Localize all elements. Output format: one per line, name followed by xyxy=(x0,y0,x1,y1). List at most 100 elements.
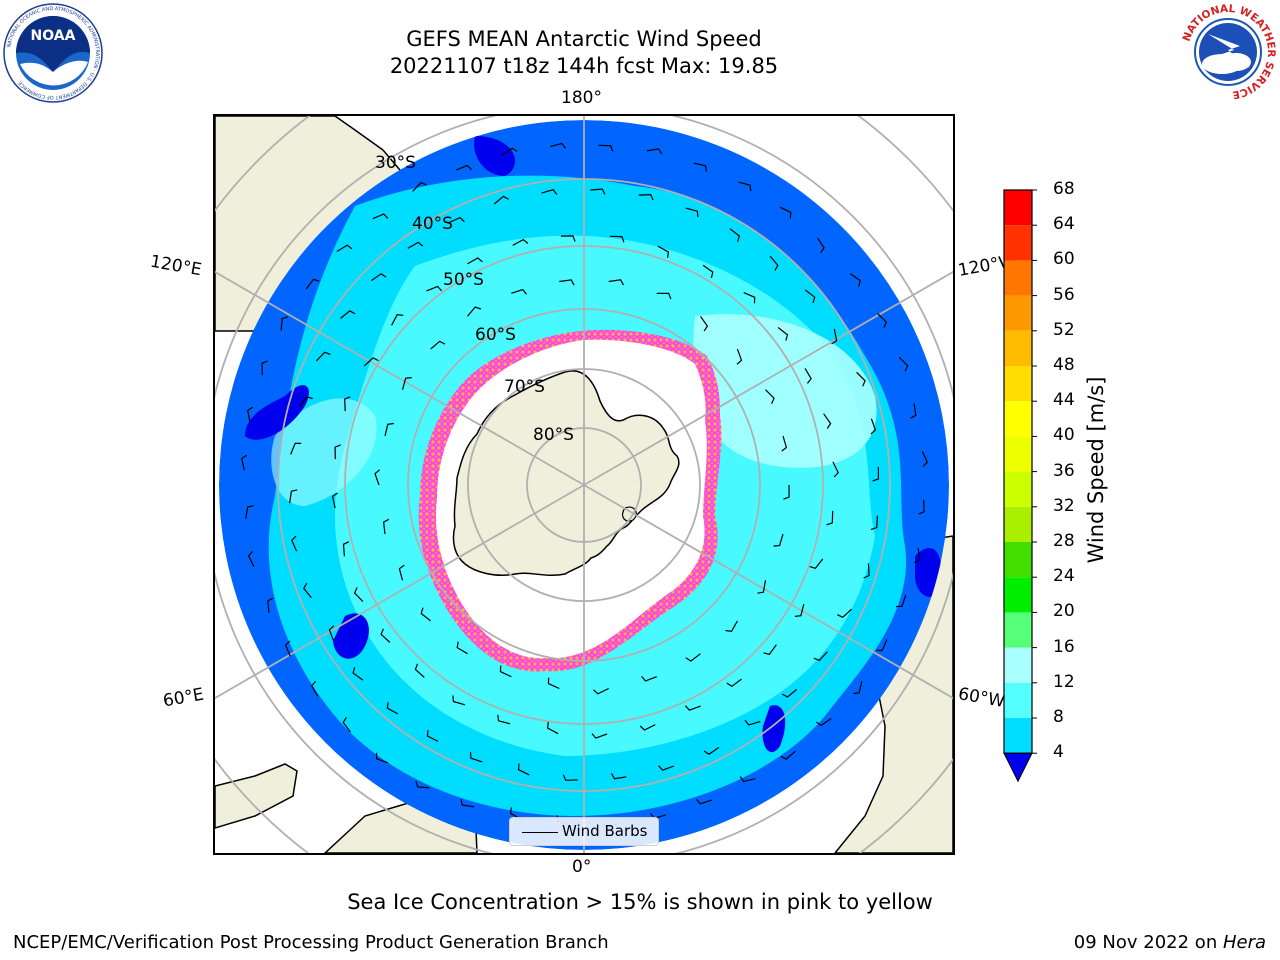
wind-barb xyxy=(284,640,291,657)
wind-barb xyxy=(918,499,925,515)
wind-barb xyxy=(493,195,509,205)
wind-barb xyxy=(703,746,720,756)
wind-barb xyxy=(291,535,298,552)
colorbar-segment xyxy=(1004,295,1032,331)
wind-barb xyxy=(777,327,789,341)
colorbar-tick-label: 56 xyxy=(1053,284,1075,305)
wind-barb xyxy=(547,677,560,690)
colorbar-underflow xyxy=(1003,752,1033,783)
colorbar-segment xyxy=(1004,190,1032,226)
lon-label-120e: 120°E xyxy=(148,251,204,281)
wind-barb xyxy=(241,454,248,471)
wind-barbs xyxy=(241,142,929,829)
meridian-line xyxy=(215,270,585,486)
wind-barb xyxy=(736,348,743,365)
wind-barb xyxy=(763,644,777,656)
wind-barb xyxy=(638,193,654,201)
wind-barb xyxy=(921,450,929,467)
colorbar-segment xyxy=(1004,682,1032,718)
wind-barb xyxy=(344,396,351,412)
colorbar-tick-label: 24 xyxy=(1053,566,1075,587)
forecast-subtitle: 20221107 t18z 144h fcst Max: 19.85 xyxy=(389,54,779,78)
wind-barb xyxy=(374,469,380,486)
lat-label-40s: 40°S xyxy=(412,214,453,234)
colorbar-tick-label: 44 xyxy=(1053,390,1075,411)
lon-label-60w: 60°W xyxy=(956,684,1007,712)
wind-barb xyxy=(914,547,921,564)
wind-barb xyxy=(726,678,742,688)
wind-barb xyxy=(898,356,909,372)
wind-barb xyxy=(685,207,699,218)
wind-barb xyxy=(804,289,816,304)
wind-barb xyxy=(412,181,427,192)
wind-barb xyxy=(700,315,709,332)
wind-barb xyxy=(779,206,792,219)
colorbar-tick-label: 32 xyxy=(1053,495,1075,516)
footer-date: 09 Nov 2022 on Hera xyxy=(1074,932,1266,953)
wind-barb xyxy=(502,147,518,156)
wind-barb xyxy=(598,144,614,152)
wind-barb xyxy=(877,313,888,328)
colorbar-segment xyxy=(1004,401,1032,437)
wind-barb xyxy=(305,278,320,290)
wind-barb xyxy=(757,580,767,594)
wind-barb xyxy=(816,237,825,254)
wind-barb xyxy=(744,719,761,726)
wind-barb xyxy=(826,510,834,526)
wind-barb xyxy=(452,695,466,706)
meridian-line xyxy=(583,484,953,700)
colorbar-tick-label: 60 xyxy=(1053,249,1075,270)
wind-barb xyxy=(342,717,351,733)
wind-barb xyxy=(696,798,712,805)
colorbar-tick-label: 68 xyxy=(1053,179,1075,199)
lat-label-50s: 50°S xyxy=(443,270,484,290)
wind-barb xyxy=(609,235,625,243)
wind-barb xyxy=(456,641,468,655)
wind-barb xyxy=(739,776,756,783)
colorbar-segment xyxy=(1004,577,1032,613)
wind-barb xyxy=(591,733,608,739)
wind-barb xyxy=(641,676,657,682)
colorbar-tick-label: 40 xyxy=(1053,425,1075,446)
sea-ice-note: Sea Ice Concentration > 15% is shown in … xyxy=(347,890,933,914)
colorbar-tick-label: 48 xyxy=(1053,355,1075,375)
wind-barb xyxy=(517,763,530,776)
wind-barb xyxy=(562,774,578,781)
wind-barb xyxy=(386,702,399,715)
wind-barb xyxy=(837,608,853,619)
wind-barb xyxy=(872,466,879,482)
wind-barb xyxy=(559,279,575,286)
colorbar-tick-label: 16 xyxy=(1053,636,1075,657)
footer-branch: NCEP/EMC/Verification Post Processing Pr… xyxy=(13,932,609,953)
wind-barb xyxy=(804,368,812,384)
wind-barb xyxy=(656,292,672,300)
wind-barb xyxy=(340,310,356,319)
wind-barb xyxy=(831,328,838,345)
wind-barb xyxy=(398,564,405,581)
wind-barb xyxy=(657,245,670,258)
colorbar-segment xyxy=(1004,542,1032,578)
wind-barb xyxy=(781,435,788,452)
wind-barb xyxy=(546,721,559,735)
wind-barb xyxy=(769,255,779,271)
lon-label-60e: 60°E xyxy=(161,684,206,712)
wind-barb xyxy=(560,235,576,242)
wind-barb xyxy=(863,563,870,579)
wind-barb xyxy=(511,288,527,295)
colorbar-segment xyxy=(1004,471,1032,507)
wind-barb xyxy=(876,639,888,652)
map-panel: 30°S 40°S 50°S 60°S 70°S 80°S xyxy=(213,114,955,855)
wind-barb xyxy=(299,396,313,407)
wind-barb xyxy=(815,718,832,727)
wind-barb xyxy=(870,515,878,530)
wind-barb xyxy=(289,489,298,504)
wind-barb xyxy=(512,238,529,246)
wind-barb xyxy=(773,533,784,547)
colorbar-segment xyxy=(1004,330,1032,366)
wind-barb xyxy=(342,541,350,557)
wind-barb xyxy=(290,442,302,455)
wind-barb xyxy=(870,418,877,435)
wind-barb xyxy=(426,729,439,742)
lat-label-60s: 60°S xyxy=(475,325,516,345)
wind-barb xyxy=(684,705,701,711)
